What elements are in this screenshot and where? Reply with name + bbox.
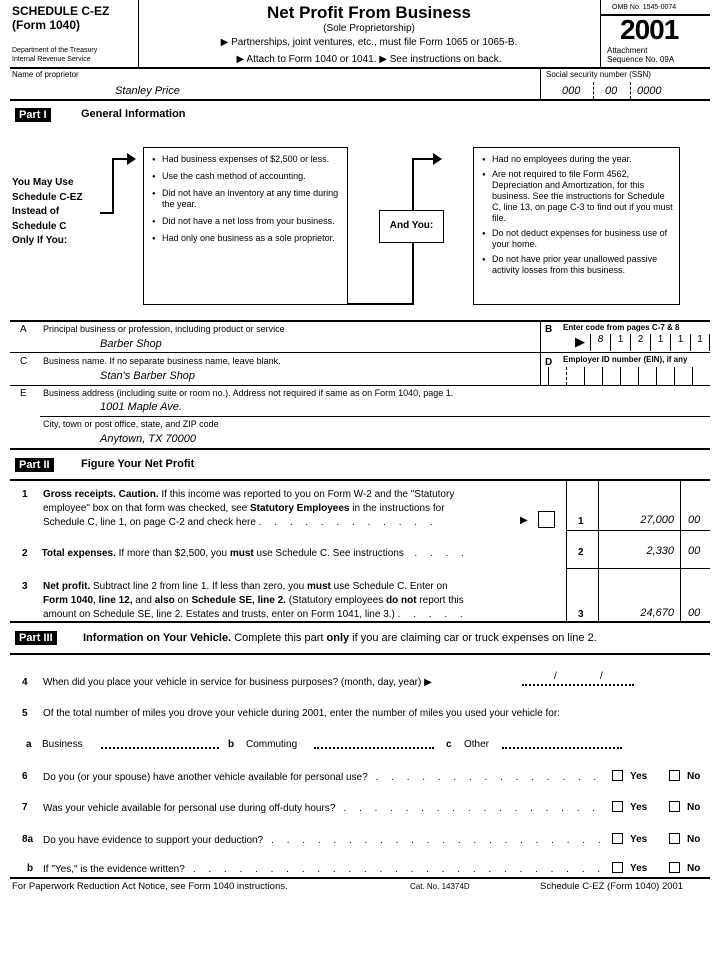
line-4-text: When did you place your vehicle in servi… [43,677,432,688]
form-title: Net Profit From Business [266,3,472,22]
q8a-yes-checkbox[interactable] [612,833,623,844]
arrow-right-icon: ▶ [575,334,585,349]
proprietor-name-field[interactable]: Stanley Price [115,85,180,97]
you-may-use-text: You May Use Schedule C-EZ Instead of Schedu… [12,177,83,246]
q8b-yes-checkbox[interactable] [612,862,623,873]
q7-no-checkbox[interactable] [669,801,680,812]
form-subtitle: (Sole Proprietorship) [323,23,415,34]
note-attach: ▶ Attach to Form 1040 or 1041. ▶ See ins… [236,54,502,65]
line-5-number: 5 [22,708,28,719]
line-d-letter: D [545,357,553,368]
business-name-field[interactable]: Stan's Barber Shop [100,370,196,382]
line-5-text: Of the total number of miles you drove y… [43,708,560,719]
net-profit-amount[interactable]: 24,670 [640,607,674,619]
part2-label: Part II [15,458,54,472]
part2-title: Figure Your Net Profit [81,458,195,470]
line-b-label: Enter code from pages C-7 & 8 [563,323,680,332]
arrow-right-icon: ▶ [520,515,528,526]
vehicle-service-date-field[interactable]: / / [522,671,634,686]
line-b-letter: B [545,324,553,335]
tax-year: 2001 [620,14,679,45]
footer-form-id: Schedule C-EZ (Form 1040) 2001 [540,881,684,892]
q6-yes-checkbox[interactable] [612,770,623,781]
statutory-employee-checkbox[interactable] [538,511,555,528]
ssn-part1[interactable]: 000 [562,85,581,97]
ssn-part2[interactable]: 00 [605,85,618,97]
footer-cat-number: Cat. No. 14374D [410,882,470,891]
part3-title: Information on Your Vehicle. Complete th… [83,632,597,644]
form-number: (Form 1040) [12,18,81,32]
criteria-box-1: Had business expenses of $2,500 or less.… [143,147,348,305]
arrow-right-icon [433,153,442,165]
commuting-miles-label: Commuting [246,739,298,750]
omb-number: OMB No. 1545-0074 [612,4,677,11]
dept-line2: Internal Revenue Service [12,56,91,63]
line-e-letter: E [20,388,27,399]
gross-receipts-cents[interactable]: 00 [688,514,701,526]
q6-no-checkbox[interactable] [669,770,680,781]
arrow-right-icon [127,153,136,165]
line-4-number: 4 [22,677,28,688]
line-e-label: Business address (including suite or roo… [43,388,454,398]
city-label: City, town or post office, state, and ZI… [43,419,219,429]
dept-line1: Department of the Treasury [12,47,98,54]
name-label: Name of proprietor [12,70,79,79]
footer-paperwork-notice: For Paperwork Reduction Act Notice, see … [12,881,288,892]
and-you-box: And You: [379,210,444,243]
business-address-field[interactable]: 1001 Maple Ave. [100,401,182,413]
line-c-label: Business name. If no separate business n… [43,356,281,366]
city-state-zip-field[interactable]: Anytown, TX 70000 [100,433,197,445]
line-2-text: 2 Total expenses. If more than $2,500, yo… [22,548,469,559]
other-miles-label: Other [464,739,490,750]
line-1-box-number: 1 [578,516,584,527]
line-a-label: Principal business or profession, includ… [43,324,285,334]
line-3-box-number: 3 [578,609,584,620]
business-miles-field[interactable] [101,737,219,749]
part3-label: Part III [15,631,57,645]
q7-yes-checkbox[interactable] [612,801,623,812]
ssn-label: Social security number (SSN) [546,70,651,79]
total-expenses-amount[interactable]: 2,330 [646,545,674,557]
line-a-letter: A [20,324,27,335]
line-5c-letter: c [446,739,452,750]
gross-receipts-amount[interactable]: 27,000 [640,514,674,526]
total-expenses-cents[interactable]: 00 [688,545,701,557]
principal-business-field[interactable]: Barber Shop [100,338,162,350]
note-partnerships: ▶ Partnerships, joint ventures, etc., mu… [220,37,518,48]
commuting-miles-field[interactable] [314,737,434,749]
part1-title: General Information [81,108,186,120]
line-2-box-number: 2 [578,547,584,558]
net-profit-cents[interactable]: 00 [688,607,701,619]
line-d-label: Employer ID number (EIN), if any [563,355,688,364]
line-5b-letter: b [228,739,235,750]
schedule-name: SCHEDULE C-EZ [12,4,110,18]
other-miles-field[interactable] [502,737,622,749]
business-miles-label: Business [42,739,83,750]
sequence-number: Sequence No. 09A [607,55,675,64]
part1-label: Part I [15,108,51,122]
line-c-letter: C [20,356,28,367]
q8a-no-checkbox[interactable] [669,833,680,844]
q8b-no-checkbox[interactable] [669,862,680,873]
ssn-part3[interactable]: 0000 [637,85,662,97]
ein-field[interactable] [548,367,710,385]
criteria-box-2: Had no employees during the year.Are not… [473,147,680,305]
attachment-label: Attachment [607,46,648,55]
line-5a-letter: a [26,739,32,750]
